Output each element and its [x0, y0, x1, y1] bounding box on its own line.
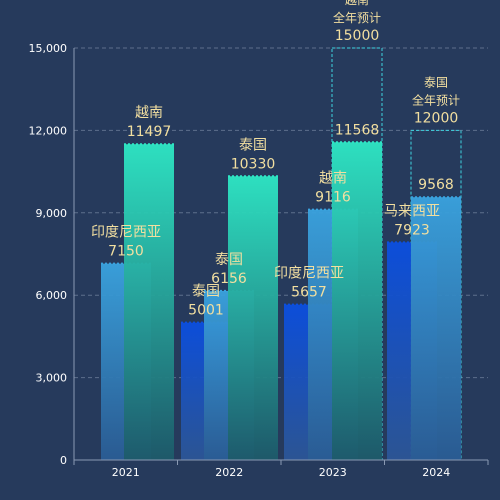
- y-tick-label: 0: [60, 454, 67, 467]
- forecast-label: 泰国: [424, 75, 448, 89]
- forecast-label: 12000: [414, 110, 459, 126]
- bar-data-label: 泰国: [215, 252, 243, 268]
- bar-data-label: 10330: [231, 156, 276, 172]
- y-tick-label: 15,000: [29, 42, 68, 55]
- forecast-label: 全年预计: [333, 10, 381, 25]
- bar-data-label: 11497: [127, 124, 172, 140]
- bar-data-label: 印度尼西亚: [91, 225, 161, 241]
- bar[interactable]: [124, 144, 174, 460]
- x-tick-label: 2022: [215, 466, 243, 479]
- bar-data-label: 11568: [335, 122, 380, 138]
- bar-data-label: 9568: [418, 177, 454, 193]
- bar-data-label: 越南: [135, 105, 163, 121]
- data-labels: 越南全年预计15000泰国全年预计12000印度尼西亚7150越南11497泰国…: [91, 0, 460, 319]
- bar[interactable]: [228, 176, 278, 460]
- bars: [101, 141, 461, 461]
- x-tick-label: 2021: [112, 466, 140, 479]
- bar-data-label: 7923: [394, 222, 430, 238]
- y-tick-label: 12,000: [29, 124, 68, 137]
- x-tick-label: 2023: [319, 466, 347, 479]
- forecast-label: 15000: [335, 28, 380, 44]
- forecast-label: 越南: [345, 0, 369, 7]
- bar[interactable]: [332, 142, 382, 460]
- bar-data-label: 印度尼西亚: [274, 266, 344, 282]
- y-tick-label: 6,000: [36, 289, 68, 302]
- forecast-box: [410, 129, 462, 461]
- bar-data-label: 7150: [108, 244, 144, 260]
- bar-data-label: 泰国: [192, 284, 220, 300]
- y-tick-label: 3,000: [36, 372, 68, 385]
- bar-data-label: 马来西亚: [384, 203, 440, 219]
- bar-data-label: 6156: [211, 271, 247, 287]
- bar-data-label: 越南: [319, 171, 347, 187]
- bar-data-label: 5001: [188, 303, 224, 319]
- bar-data-label: 5657: [291, 285, 327, 301]
- bar-data-label: 9116: [315, 190, 351, 206]
- bar-data-label: 泰国: [239, 137, 267, 153]
- bar[interactable]: [411, 197, 461, 461]
- x-tick-label: 2024: [422, 466, 450, 479]
- forecast-label: 全年预计: [412, 92, 460, 107]
- y-tick-label: 9,000: [36, 207, 68, 220]
- axes: 0 3,000 6,000 9,000 12,000 15,000 2021 2022 2023…: [29, 42, 489, 479]
